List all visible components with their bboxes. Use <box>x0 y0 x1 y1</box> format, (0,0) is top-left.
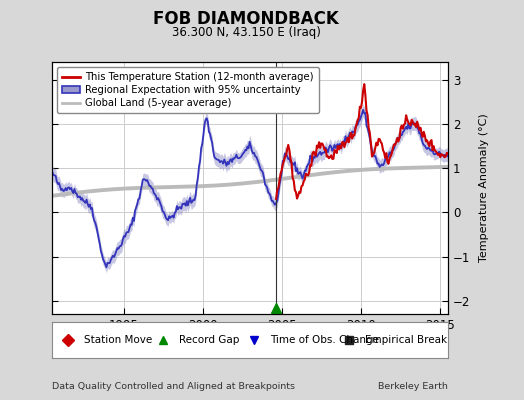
Text: 36.300 N, 43.150 E (Iraq): 36.300 N, 43.150 E (Iraq) <box>172 26 321 39</box>
Legend: This Temperature Station (12-month average), Regional Expectation with 95% uncer: This Temperature Station (12-month avera… <box>58 67 319 113</box>
Y-axis label: Temperature Anomaly (°C): Temperature Anomaly (°C) <box>478 114 488 262</box>
Text: FOB DIAMONDBACK: FOB DIAMONDBACK <box>154 10 339 28</box>
Text: Berkeley Earth: Berkeley Earth <box>378 382 448 391</box>
Text: Time of Obs. Change: Time of Obs. Change <box>270 335 379 345</box>
Text: Data Quality Controlled and Aligned at Breakpoints: Data Quality Controlled and Aligned at B… <box>52 382 296 391</box>
Text: Record Gap: Record Gap <box>179 335 239 345</box>
Text: Station Move: Station Move <box>84 335 152 345</box>
Text: Empirical Break: Empirical Break <box>365 335 447 345</box>
